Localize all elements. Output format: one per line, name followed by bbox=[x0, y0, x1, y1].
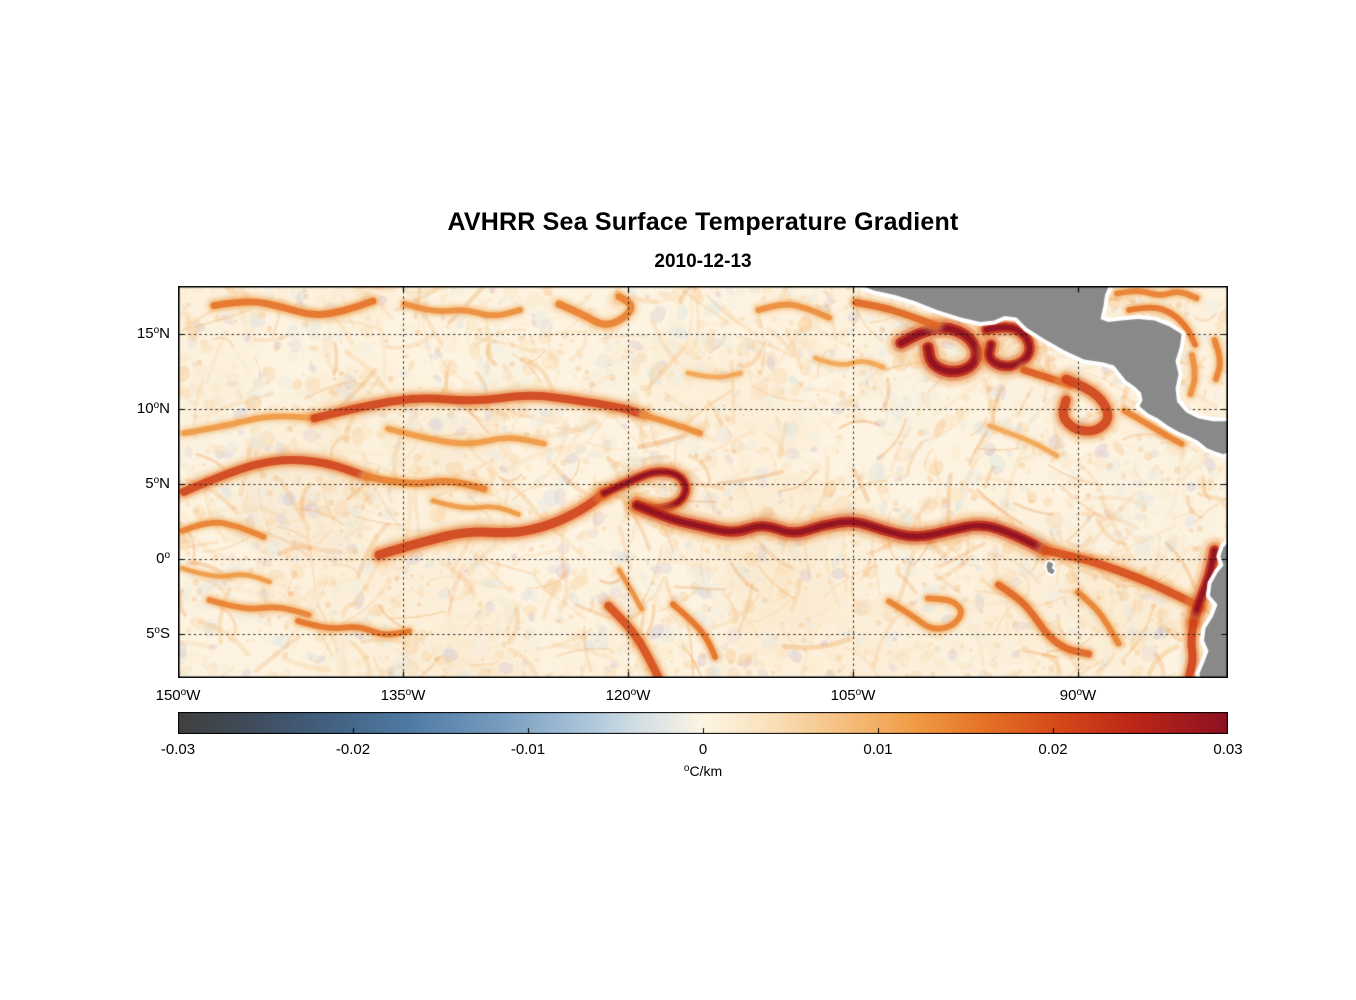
colorbar-tick-label: 0.02 bbox=[1038, 741, 1068, 758]
y-tick-label: 0o bbox=[156, 550, 170, 568]
degree-superscript: o bbox=[180, 687, 187, 698]
colorbar-unit-text: C/km bbox=[689, 763, 723, 779]
x-tick-label: 135oW bbox=[380, 687, 426, 704]
chart-subtitle: 2010-12-13 bbox=[654, 251, 752, 272]
colorbar-tick-label: 0.03 bbox=[1213, 741, 1243, 758]
colorbar-tick-label: -0.02 bbox=[335, 741, 371, 758]
degree-superscript: o bbox=[154, 625, 160, 637]
sst-gradient-map-canvas bbox=[178, 286, 1228, 678]
y-tick-label: 15oN bbox=[136, 325, 170, 343]
degree-superscript: o bbox=[683, 763, 690, 774]
x-tick-label: 150oW bbox=[155, 687, 201, 704]
colorbar bbox=[178, 712, 1228, 734]
colorbar-tick-label: -0.01 bbox=[510, 741, 546, 758]
y-tick-label: 5oS bbox=[146, 625, 170, 643]
degree-superscript: o bbox=[164, 550, 170, 562]
y-tick-label: 5oN bbox=[145, 475, 170, 493]
colorbar-tick-label: 0.01 bbox=[863, 741, 893, 758]
degree-superscript: o bbox=[153, 325, 160, 337]
degree-superscript: o bbox=[153, 475, 160, 487]
degree-superscript: o bbox=[855, 687, 862, 698]
degree-superscript: o bbox=[153, 400, 160, 412]
degree-superscript: o bbox=[630, 687, 637, 698]
degree-superscript: o bbox=[1076, 687, 1083, 698]
y-tick-label: 10oN bbox=[136, 400, 170, 418]
degree-superscript: o bbox=[405, 687, 412, 698]
colorbar-tick-label: -0.03 bbox=[160, 741, 196, 758]
colorbar-unit-label: oC/km bbox=[178, 763, 1228, 779]
x-tick-label: 105oW bbox=[830, 687, 876, 704]
colorbar-tick-label: 0 bbox=[698, 741, 708, 758]
chart-title: AVHRR Sea Surface Temperature Gradient bbox=[447, 208, 959, 236]
colorbar-canvas bbox=[178, 712, 1228, 734]
map-plot bbox=[178, 286, 1228, 678]
x-tick-label: 90oW bbox=[1059, 687, 1097, 704]
x-tick-label: 120oW bbox=[605, 687, 651, 704]
